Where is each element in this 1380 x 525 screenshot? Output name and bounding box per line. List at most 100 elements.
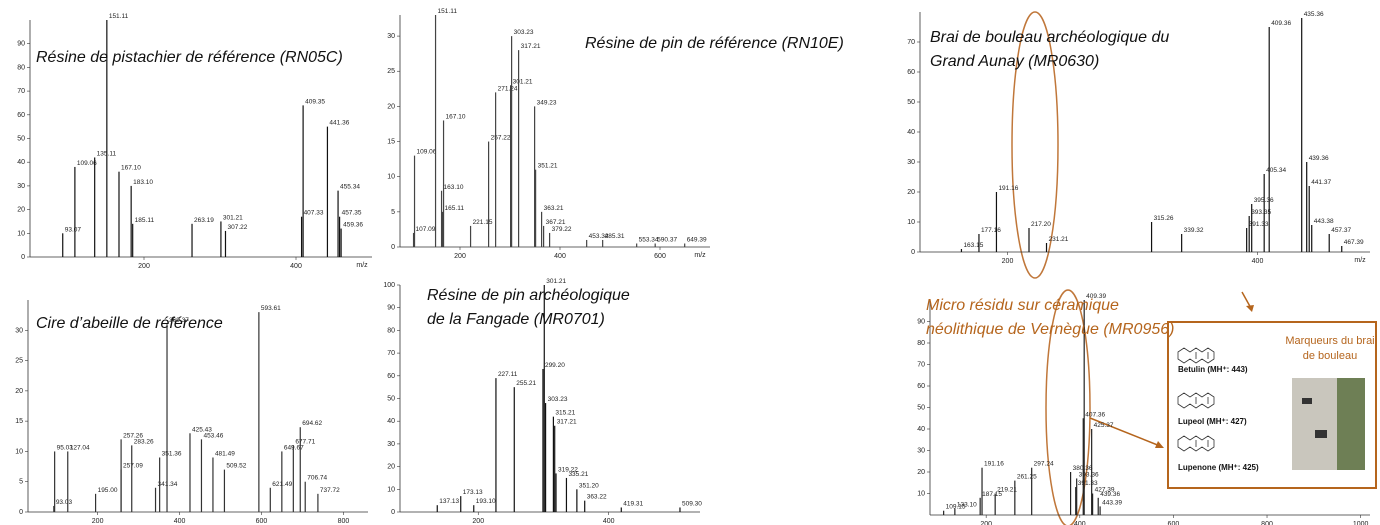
peak-label: 299.20 [545,362,565,369]
x-tick-label: 600 [654,253,666,260]
callout [1167,321,1377,489]
chart-title: Grand Aunay (MR0630) [930,53,1099,70]
y-tick-label: 0 [391,244,395,251]
peak-label: 509.30 [682,500,702,507]
y-tick-label: 40 [17,159,25,166]
y-tick-label: 20 [387,103,395,110]
peak-label: 409.36 [1271,20,1291,27]
y-tick-label: 30 [387,33,395,40]
peak-label: 393.36 [1079,471,1099,478]
y-tick-label: 30 [387,441,395,448]
peak-label: 439.36 [1100,491,1120,498]
peak-label: 283.26 [134,438,154,445]
y-tick-label: 10 [387,486,395,493]
y-tick-label: 10 [387,174,395,181]
peak-label: 107.09 [416,226,436,233]
peak-label: 351.20 [579,482,599,489]
peak-label: 315.21 [555,410,575,417]
peak-label: 341.34 [158,481,178,488]
x-tick-label: 400 [554,253,566,260]
peak-label: 185.11 [135,217,155,224]
y-tick-label: 70 [907,39,915,46]
x-axis-label: m/z [356,262,368,269]
peak-label: 177.16 [981,227,1001,234]
y-tick-label: 60 [917,383,925,390]
peak-label: 93.07 [65,226,82,233]
y-tick-label: 80 [917,340,925,347]
arrow [1089,417,1161,447]
photo [1337,378,1365,470]
callout-title: de bouleau [1303,350,1357,362]
peak-label: 319.22 [558,466,578,473]
y-tick-label: 10 [15,448,23,455]
peak-label: 133.10 [957,502,977,509]
y-tick-label: 0 [21,254,25,261]
highlight-ellipse [1045,289,1091,525]
peak-label: 677.71 [295,438,315,445]
y-tick-label: 50 [387,396,395,403]
peak-label: 221.15 [473,219,493,226]
compound-label: Betulin (MH⁺: 443) [1178,365,1248,374]
y-tick-label: 10 [907,219,915,226]
y-tick-label: 60 [907,69,915,76]
peak-label: 485.31 [605,233,625,240]
peak-label: 407.36 [1085,411,1105,418]
peak-label: 187.15 [982,491,1002,498]
y-tick-label: 70 [387,350,395,357]
x-tick-label: 400 [603,518,615,525]
x-tick-label: 400 [174,518,186,525]
x-tick-label: 200 [92,518,104,525]
x-tick-label: 200 [454,253,466,260]
peak-label: 193.10 [476,498,496,505]
peak-label: 706.74 [307,475,327,482]
peak-label: 109.06 [77,160,97,167]
peak-label: 151.11 [438,8,458,15]
y-tick-label: 0 [911,249,915,256]
peak-label: 649.39 [687,236,707,243]
peak-label: 405.34 [1266,167,1286,174]
peak-label: 93.03 [56,499,73,506]
y-tick-label: 10 [17,230,25,237]
peak-label: 419.31 [623,500,643,507]
y-tick-label: 40 [907,129,915,136]
peak-label: 443.38 [1314,218,1334,225]
y-tick-label: 60 [17,112,25,119]
y-tick-label: 60 [387,373,395,380]
peak-label: 173.13 [463,489,483,496]
peak-label: 137.13 [439,498,459,505]
x-tick-label: 200 [980,521,992,525]
peak-label: 95.03 [57,444,74,451]
peak-label: 481.49 [215,450,235,457]
peak-label: 467.39 [1344,239,1364,246]
peak-label: 231.21 [1049,236,1069,243]
y-tick-label: 20 [917,469,925,476]
y-tick-label: 70 [917,362,925,369]
peak-label: 455.34 [340,184,360,191]
chart-title: Résine de pistachier de référence (RN05C… [36,49,343,66]
photo-mark [1315,430,1327,438]
peak-label: 317.21 [521,43,541,50]
x-tick-label: 400 [1074,521,1086,525]
y-tick-label: 20 [907,189,915,196]
peak-label: 737.72 [320,487,340,494]
peak-label: 351.21 [538,163,558,170]
peak-label: 351.36 [162,450,182,457]
peak-label: 459.36 [343,222,363,229]
photo-mark [1302,398,1312,404]
peak-label: 261.25 [1017,474,1037,481]
x-tick-label: 600 [256,518,268,525]
photo [1292,378,1337,470]
y-tick-label: 20 [17,207,25,214]
peak-label: 391.33 [1078,480,1098,487]
y-tick-label: 40 [917,426,925,433]
chart-title: Cire d’abeille de référence [36,315,223,332]
peak-label: 694.62 [302,420,322,427]
peak-label: 219.21 [997,487,1017,494]
peak-label: 363.21 [544,205,564,212]
y-tick-label: 20 [387,464,395,471]
x-tick-label: 1000 [1353,521,1369,525]
peak-label: 409.39 [1086,293,1106,300]
arrow-head [1246,305,1254,312]
peak-label: 379.22 [552,226,572,233]
